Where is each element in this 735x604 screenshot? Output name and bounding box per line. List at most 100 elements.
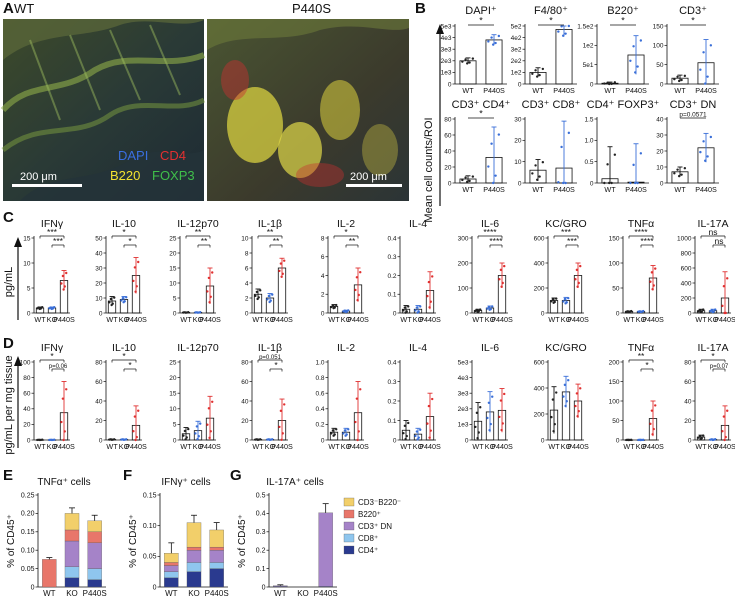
data-point — [355, 276, 359, 279]
x-tick-label: P440S — [483, 185, 505, 194]
data-point — [562, 395, 565, 398]
sig-label: **** — [483, 227, 497, 237]
y-tick-label: 0 — [688, 437, 692, 444]
x-tick-label: P440S — [695, 185, 717, 194]
x-tick-label: P440S — [125, 442, 147, 451]
sig-label: * — [344, 227, 348, 237]
data-point — [137, 260, 140, 264]
data-point — [331, 429, 335, 432]
chart-title: IL-17A⁺ cells — [266, 477, 324, 488]
data-point — [431, 397, 434, 401]
data-point — [702, 140, 705, 143]
data-point — [344, 434, 347, 437]
y-tick-label: 0.2 — [387, 273, 396, 280]
stack-segment — [64, 577, 80, 588]
data-point — [607, 181, 611, 185]
y-tick-label: 3e2 — [511, 47, 522, 54]
data-point — [642, 438, 645, 442]
y-tick-label: 0 — [541, 437, 545, 444]
x-tick-label: P440S — [491, 315, 513, 324]
x-tick-label: WT — [180, 315, 192, 324]
chart-title: B220⁺ — [607, 5, 639, 17]
data-point — [206, 290, 209, 293]
y-tick-label: 150 — [609, 379, 620, 386]
chart-title: IL-12p70 — [177, 342, 219, 354]
x-tick-label: KO — [265, 315, 276, 324]
x-tick-label: WT — [180, 442, 192, 451]
data-point — [652, 284, 655, 287]
stack-segment — [318, 512, 333, 587]
chart-title: IL-17A — [698, 218, 729, 230]
data-point — [356, 298, 359, 302]
data-point — [281, 432, 284, 435]
data-point — [489, 422, 492, 426]
y-tick-label: 100 — [458, 285, 469, 292]
data-point — [697, 436, 700, 439]
x-tick-label: P440S — [271, 315, 293, 324]
y-tick-label: 20 — [241, 418, 249, 425]
micrograph-p440s: P440S 200 μm — [207, 1, 409, 201]
y-tick-label: 60 — [444, 132, 452, 139]
y-tick-label: 100 — [20, 359, 31, 366]
data-point — [60, 420, 63, 424]
scale-bar-label: 200 μm — [350, 171, 387, 183]
data-point — [567, 296, 570, 300]
y-tick-label: 0 — [465, 437, 469, 444]
sig-label: ** — [349, 236, 356, 246]
x-tick-label: P440S — [271, 442, 293, 451]
data-point — [676, 75, 679, 79]
data-point — [714, 308, 717, 311]
y-tick-label: 0 — [393, 437, 397, 444]
data-point — [182, 434, 185, 437]
data-point — [209, 295, 212, 298]
y-tick-label: 3e3 — [458, 391, 469, 398]
legend-label: CD8⁺ — [358, 534, 378, 543]
y-tick-label: 0.1 — [387, 418, 396, 425]
y-tick-label: 1.0 — [315, 359, 324, 366]
y-tick-label: 50 — [612, 285, 620, 292]
data-point — [714, 437, 717, 441]
stack-segment — [186, 522, 202, 548]
y-tick-label: 6 — [321, 254, 325, 261]
data-point — [722, 284, 726, 288]
y-tick-label: 60 — [23, 391, 31, 398]
data-point — [639, 152, 643, 155]
data-point — [209, 430, 212, 433]
data-point — [53, 438, 56, 441]
data-point — [41, 438, 44, 441]
x-tick-label: P440S — [642, 315, 664, 324]
x-tick-label: KO — [485, 442, 496, 451]
y-tick-label: 0.1 — [256, 566, 266, 573]
data-point — [330, 432, 333, 435]
data-point — [403, 306, 407, 309]
data-point — [503, 392, 506, 396]
y-axis-label: % of CD45⁺ — [128, 514, 139, 568]
y-tick-label: 5e3 — [458, 359, 469, 366]
chart-title: KC/GRO — [545, 218, 586, 230]
data-point — [699, 310, 702, 314]
data-point — [721, 430, 724, 433]
y-tick-label: 8 — [321, 235, 325, 242]
data-point — [709, 135, 713, 139]
data-point — [134, 438, 137, 442]
stack-segment — [186, 550, 202, 563]
stack-segment — [87, 568, 102, 580]
data-point — [479, 406, 482, 409]
y-tick-label: 150 — [609, 235, 620, 242]
chart-title: DAPI⁺ — [465, 5, 497, 17]
data-point — [557, 30, 560, 33]
legend-swatch — [343, 521, 355, 531]
panel-b-yaxis-arrow — [436, 24, 444, 206]
data-point — [184, 438, 187, 441]
data-point — [724, 435, 727, 439]
stack-segment — [87, 579, 102, 588]
y-tick-label: 1.5 — [584, 116, 593, 123]
x-tick-label: KO — [188, 589, 200, 598]
y-tick-label: 20 — [95, 280, 103, 287]
data-point — [629, 59, 632, 62]
data-point — [468, 179, 471, 183]
y-tick-label: 20 — [169, 250, 177, 257]
